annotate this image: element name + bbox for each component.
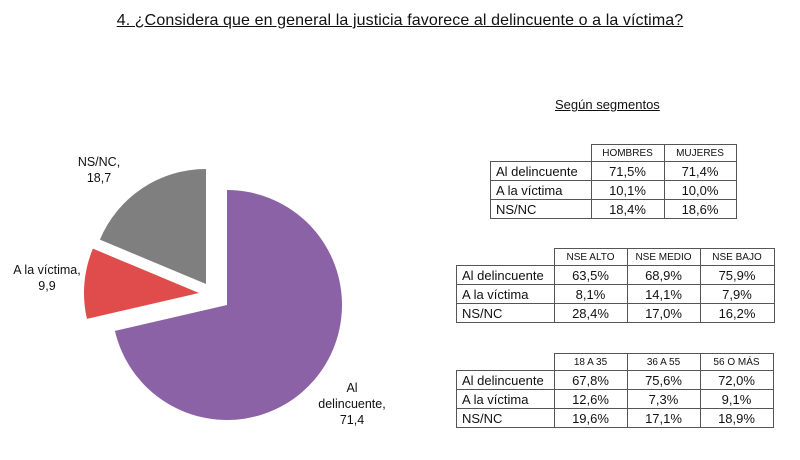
- pie-label-al-delincuente: Al delincuente, 71,4: [310, 380, 394, 428]
- table-cell: 63,5%: [553, 265, 628, 285]
- table-row: A la víctima 8,1% 14,1% 7,9%: [456, 284, 775, 304]
- table-cell: 75,9%: [699, 265, 775, 285]
- table-cell: 14,1%: [626, 284, 701, 304]
- row-label: A la víctima: [456, 284, 555, 304]
- pie-label-ns-nc: NS/NC, 18,7: [62, 154, 136, 186]
- table-cell: 9,1%: [699, 389, 774, 409]
- column-header: NSE MEDIO: [626, 248, 701, 266]
- pie-slice-al-delincuente: [114, 190, 342, 421]
- column-header: 56 O MÁS: [699, 353, 774, 371]
- table-cell: 18,4%: [590, 199, 665, 219]
- table-cell: 17,0%: [626, 303, 701, 323]
- table-edad: 18 A 35 36 A 55 56 O MÁS Al delincuente …: [456, 353, 774, 428]
- table-cell: 19,6%: [553, 408, 628, 428]
- column-header: NSE BAJO: [699, 248, 775, 266]
- table-cell: 10,1%: [590, 180, 665, 200]
- table-cell: 71,4%: [663, 161, 737, 181]
- table-cell: 10,0%: [663, 180, 737, 200]
- row-label: NS/NC: [456, 303, 555, 323]
- table-cell: 16,2%: [699, 303, 775, 323]
- pie-label-delincuente-value: 71,4: [339, 413, 365, 427]
- table-corner: [490, 144, 591, 162]
- segments-title: Según segmentos: [555, 97, 660, 112]
- table-cell: 12,6%: [553, 389, 628, 409]
- table-row: NS/NC 18,4% 18,6%: [490, 199, 737, 219]
- column-header: MUJERES: [663, 144, 737, 162]
- table-cell: 8,1%: [553, 284, 628, 304]
- table-cell: 7,3%: [626, 389, 701, 409]
- table-cell: 71,5%: [590, 161, 665, 181]
- row-label: A la víctima: [456, 389, 555, 409]
- pie-label-ns-nc-name: NS/NC,: [77, 155, 121, 169]
- row-label: NS/NC: [456, 408, 555, 428]
- table-row: NS/NC 28,4% 17,0% 16,2%: [456, 303, 775, 323]
- pie-label-delincuente-name: Al: [346, 381, 358, 395]
- table-cell: 18,6%: [663, 199, 737, 219]
- table-corner: [456, 353, 554, 371]
- row-label: NS/NC: [490, 199, 592, 219]
- table-corner: [456, 248, 554, 266]
- row-label: Al delincuente: [456, 265, 555, 285]
- table-cell: 72,0%: [699, 370, 774, 390]
- table-row: NS/NC 19,6% 17,1% 18,9%: [456, 408, 774, 428]
- table-cell: 68,9%: [626, 265, 701, 285]
- table-cell: 28,4%: [553, 303, 628, 323]
- table-nse: NSE ALTO NSE MEDIO NSE BAJO Al delincuen…: [456, 248, 775, 323]
- column-header: 18 A 35: [553, 353, 628, 371]
- row-label: Al delincuente: [456, 370, 555, 390]
- table-cell: 17,1%: [626, 408, 701, 428]
- row-label: A la víctima: [490, 180, 592, 200]
- column-header: HOMBRES: [590, 144, 665, 162]
- pie-label-victima-name: A la víctima,: [13, 263, 81, 277]
- pie-slice-a-la-victima: [83, 248, 199, 319]
- table-row: Al delincuente 63,5% 68,9% 75,9%: [456, 265, 775, 285]
- table-row: A la víctima 10,1% 10,0%: [490, 180, 737, 200]
- pie-label-delincuente-name2: delincuente,: [318, 397, 386, 411]
- row-label: Al delincuente: [490, 161, 592, 181]
- table-sexo: HOMBRES MUJERES Al delincuente 71,5% 71,…: [490, 144, 737, 219]
- table-cell: 18,9%: [699, 408, 774, 428]
- pie-label-victima-value: 9,9: [38, 279, 56, 293]
- column-header: 36 A 55: [626, 353, 701, 371]
- chart-title: 4. ¿Considera que en general la justicia…: [116, 12, 684, 29]
- table-row: Al delincuente 71,5% 71,4%: [490, 161, 737, 181]
- table-row: Al delincuente 67,8% 75,6% 72,0%: [456, 370, 774, 390]
- column-header: NSE ALTO: [553, 248, 628, 266]
- pie-label-a-la-victima: A la víctima, 9,9: [4, 262, 90, 294]
- table-row: A la víctima 12,6% 7,3% 9,1%: [456, 389, 774, 409]
- pie-slice-ns-nc: [99, 169, 206, 284]
- table-cell: 7,9%: [699, 284, 775, 304]
- table-cell: 67,8%: [553, 370, 628, 390]
- table-cell: 75,6%: [626, 370, 701, 390]
- pie-label-ns-nc-value: 18,7: [86, 171, 112, 185]
